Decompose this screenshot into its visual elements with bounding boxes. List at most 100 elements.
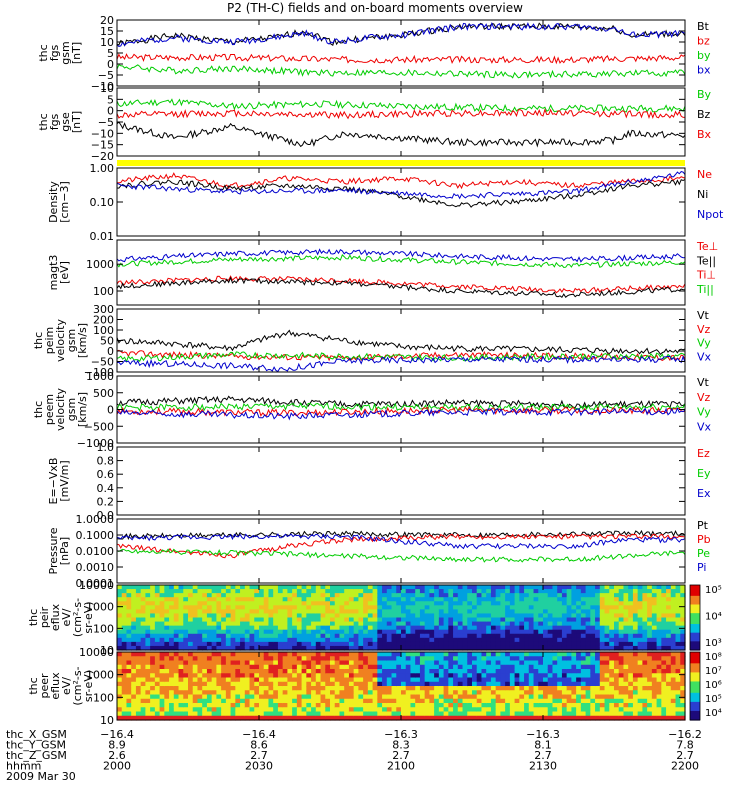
heatmap-cell bbox=[599, 652, 606, 657]
heatmap-cell bbox=[580, 652, 587, 657]
heatmap-cell bbox=[183, 686, 189, 691]
heatmap-cell bbox=[434, 633, 440, 639]
heatmap-cell bbox=[268, 703, 274, 708]
heatmap-cell bbox=[202, 690, 208, 696]
heatmap-cell bbox=[590, 585, 596, 590]
y-tick-label: −20 bbox=[91, 150, 114, 163]
heatmap-cell bbox=[670, 645, 677, 651]
heatmap-cell bbox=[580, 605, 587, 610]
heatmap-cell bbox=[632, 711, 639, 717]
heatmap-cell bbox=[263, 681, 270, 687]
heatmap-cell bbox=[661, 629, 667, 635]
heatmap-cell bbox=[647, 601, 653, 606]
heatmap-cell bbox=[666, 609, 672, 615]
heatmap-cell bbox=[443, 652, 449, 657]
heatmap-cell bbox=[438, 690, 445, 696]
heatmap-cell bbox=[386, 660, 393, 666]
heatmap-cell bbox=[419, 681, 426, 687]
heatmap-cell bbox=[547, 669, 554, 674]
heatmap-cell bbox=[495, 621, 501, 627]
heatmap-cell bbox=[476, 585, 483, 590]
heatmap-cell bbox=[410, 645, 416, 651]
heatmap-cell bbox=[183, 621, 189, 627]
heatmap-cell bbox=[547, 645, 554, 651]
heatmap-cell bbox=[595, 633, 601, 639]
heatmap-cell bbox=[386, 694, 393, 700]
heatmap-cell bbox=[386, 698, 393, 704]
heatmap-cell bbox=[311, 625, 317, 631]
heatmap-cell bbox=[566, 601, 572, 606]
heatmap-cell bbox=[547, 707, 554, 713]
heatmap-cell bbox=[259, 711, 265, 717]
heatmap-cell bbox=[216, 601, 222, 606]
heatmap-cell bbox=[680, 715, 686, 721]
heatmap-cell bbox=[268, 609, 274, 615]
heatmap-cell bbox=[169, 664, 175, 670]
y-tick-label: 0.10 bbox=[90, 196, 115, 209]
colorbar-segment bbox=[690, 641, 700, 645]
legend-label-Te⊥: Te⊥ bbox=[696, 240, 718, 253]
y-axis-label: [nPa] bbox=[58, 537, 71, 565]
heatmap-cell bbox=[453, 652, 459, 657]
heatmap-cell bbox=[178, 660, 184, 666]
heatmap-cell bbox=[467, 609, 473, 615]
y-axis-label: gsm bbox=[65, 398, 78, 421]
heatmap-cell bbox=[628, 593, 634, 598]
heatmap-cell bbox=[386, 707, 393, 713]
heatmap-cell bbox=[325, 641, 331, 647]
heatmap-cell bbox=[405, 681, 412, 687]
heatmap-cell bbox=[505, 641, 511, 647]
heatmap-cell bbox=[396, 690, 402, 696]
heatmap-cell bbox=[367, 617, 374, 623]
heatmap-cell bbox=[164, 641, 170, 647]
heatmap-cell bbox=[140, 629, 146, 635]
heatmap-cell bbox=[434, 673, 440, 679]
heatmap-cell bbox=[552, 715, 558, 721]
heatmap-cell bbox=[367, 597, 374, 602]
heatmap-cell bbox=[306, 694, 312, 700]
heatmap-cell bbox=[249, 669, 255, 674]
heatmap-cell bbox=[410, 715, 416, 721]
heatmap-cell bbox=[666, 681, 672, 687]
heatmap-cell bbox=[126, 589, 132, 594]
heatmap-cell bbox=[235, 681, 241, 687]
heatmap-cell bbox=[656, 686, 662, 691]
heatmap-cell bbox=[462, 694, 468, 700]
heatmap-cell bbox=[211, 585, 217, 590]
series-line-Vx bbox=[116, 407, 686, 421]
heatmap-cell bbox=[419, 707, 426, 713]
heatmap-cell bbox=[292, 694, 298, 700]
heatmap-cell bbox=[277, 698, 284, 704]
heatmap-cell bbox=[424, 629, 430, 635]
heatmap-cell bbox=[651, 585, 658, 590]
heatmap-cell bbox=[306, 617, 312, 623]
heatmap-cell bbox=[599, 585, 606, 590]
series-line-Vz bbox=[116, 405, 686, 417]
heatmap-cell bbox=[263, 669, 270, 674]
heatmap-cell bbox=[254, 593, 260, 598]
heatmap-cell bbox=[154, 686, 161, 691]
heatmap-cell bbox=[192, 625, 199, 631]
heatmap-cell bbox=[595, 711, 601, 717]
heatmap-cell bbox=[514, 613, 520, 619]
heatmap-cell bbox=[334, 677, 341, 683]
heatmap-cell bbox=[438, 585, 445, 590]
heatmap-cell bbox=[121, 698, 128, 704]
footer-value: −16.4 bbox=[100, 728, 134, 741]
heatmap-cell bbox=[604, 633, 610, 639]
heatmap-cell bbox=[377, 707, 383, 713]
heatmap-cell bbox=[505, 617, 511, 623]
heatmap-cell bbox=[235, 589, 241, 594]
heatmap-cell bbox=[637, 652, 643, 657]
heatmap-cell bbox=[140, 633, 146, 639]
heatmap-cell bbox=[296, 645, 303, 651]
heatmap-cell bbox=[632, 597, 639, 602]
heatmap-cell bbox=[320, 690, 326, 696]
heatmap-cell bbox=[126, 625, 132, 631]
colorbar-segment bbox=[690, 715, 700, 719]
heatmap-cell bbox=[277, 715, 284, 721]
heatmap-cell bbox=[590, 609, 596, 615]
heatmap-cell bbox=[552, 597, 558, 602]
heatmap-cell bbox=[306, 690, 312, 696]
heatmap-cell bbox=[614, 690, 620, 696]
